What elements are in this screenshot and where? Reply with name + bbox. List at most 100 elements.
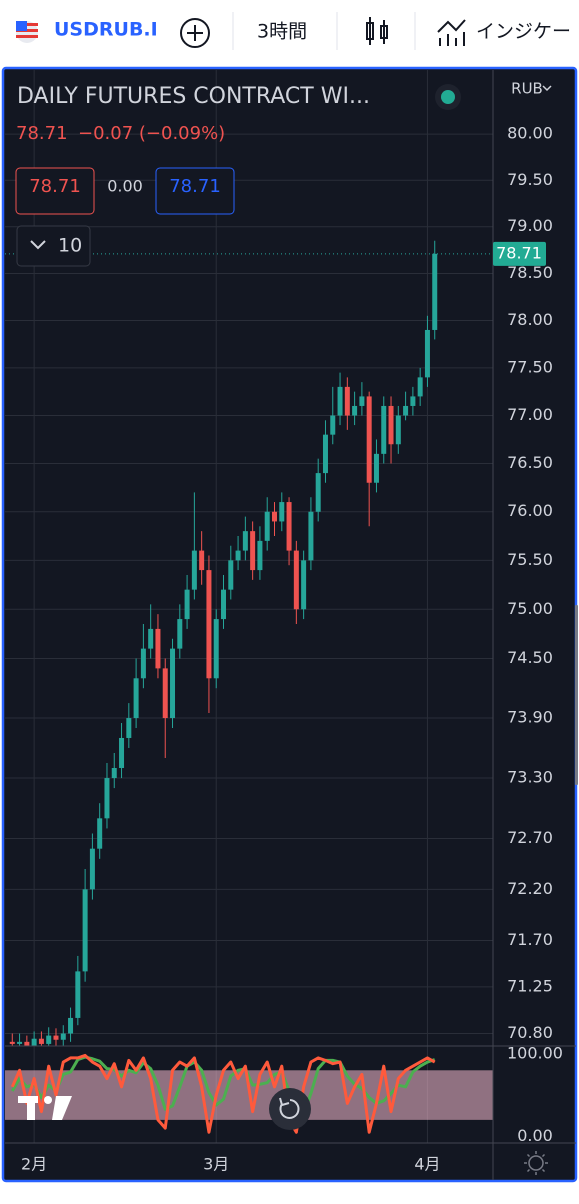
last-price: 78.71 — [16, 123, 68, 144]
candle-body — [162, 668, 168, 719]
chart-title: DAILY FUTURES CONTRACT WI... — [17, 84, 370, 109]
sell-box[interactable] — [15, 167, 95, 215]
candle-body — [308, 511, 314, 561]
candle-body — [286, 502, 292, 551]
candle-body — [68, 1017, 74, 1034]
indicators[interactable]: インジケー — [476, 21, 571, 43]
candle-body — [279, 502, 285, 522]
x-tick-label: 3月 — [203, 1155, 229, 1174]
osc-tick-label: 0.00 — [517, 1126, 553, 1145]
candle-body — [344, 386, 350, 416]
candle-body — [170, 648, 176, 719]
y-tick-label: 78.00 — [507, 310, 553, 329]
scrollbar — [575, 605, 578, 785]
candle-body — [293, 550, 299, 610]
candle-body — [373, 453, 379, 483]
price-change: −0.07 (−0.09%) — [78, 123, 225, 144]
candle-body — [242, 531, 248, 551]
price-plot — [5, 240, 493, 1046]
candle-body — [82, 889, 88, 972]
candle-body — [184, 589, 190, 620]
candle-body — [97, 818, 103, 849]
bid[interactable]: 78.71 — [29, 176, 81, 197]
buy-box[interactable] — [155, 167, 235, 215]
candle-body — [17, 1041, 23, 1044]
candle-body — [119, 737, 125, 769]
candle-body — [301, 560, 307, 610]
y-tick-label: 74.50 — [507, 648, 553, 667]
candle-body — [403, 405, 409, 416]
candle-body — [148, 628, 154, 649]
oscillator-line — [10, 1053, 436, 1134]
candle-body — [381, 405, 387, 454]
candle-body — [315, 473, 321, 512]
candle-body — [111, 768, 117, 779]
candle-body — [271, 511, 277, 522]
collapse-caret — [30, 240, 46, 250]
x-tick-label: 4月 — [414, 1155, 440, 1174]
candle-body — [155, 628, 161, 669]
candle-body — [250, 531, 256, 571]
candle-body — [424, 329, 430, 378]
interval[interactable]: 3時間 — [257, 21, 307, 43]
candle-body — [140, 648, 146, 679]
candle-body — [352, 405, 358, 416]
axes: 80.00 79.50 79.00 78.50 78.00 77.50 77.00 76.50… — [5, 70, 576, 1180]
symbol[interactable]: USDRUB.I — [54, 19, 158, 41]
candle-body — [46, 1035, 52, 1044]
candle-body — [38, 1038, 44, 1044]
candle-body — [9, 1041, 15, 1044]
indicator-icon[interactable] — [437, 19, 466, 46]
candle-body — [133, 678, 139, 719]
reset-button[interactable] — [269, 1088, 311, 1130]
candle-body — [213, 619, 219, 679]
candle-body — [126, 718, 132, 738]
y-tick-label: 72.20 — [507, 879, 553, 898]
last-price-tag-label: 78.71 — [496, 243, 542, 262]
candle-body — [322, 434, 328, 474]
y-tick-label: 80.00 — [507, 124, 553, 143]
candle-body — [177, 619, 183, 649]
candle-body — [337, 386, 343, 416]
flag-icon — [16, 21, 38, 43]
candle-body — [388, 405, 394, 445]
y-tick-label: 71.25 — [507, 976, 553, 995]
candle-body — [24, 1041, 30, 1046]
candle-body — [199, 550, 205, 571]
tv-logo — [18, 1096, 72, 1120]
candle-body — [417, 377, 423, 397]
y-tick-label: 75.50 — [507, 550, 553, 569]
collapse-button[interactable] — [16, 225, 91, 267]
candle-body — [395, 415, 401, 445]
add-button[interactable] — [180, 18, 210, 48]
candle-body — [366, 396, 372, 483]
candle-body — [53, 1035, 59, 1040]
last-price-tag — [493, 241, 546, 266]
y-tick-label: 77.00 — [507, 405, 553, 424]
currency[interactable]: RUB — [511, 80, 543, 98]
chart-type-button[interactable] — [366, 17, 388, 45]
y-tick-label: 72.70 — [507, 828, 553, 847]
spread: 0.00 — [107, 177, 143, 196]
candle-body — [75, 971, 81, 1018]
candle-body — [257, 540, 263, 571]
candle-body — [235, 550, 241, 561]
y-tick-label: 79.50 — [507, 170, 553, 189]
ask[interactable]: 78.71 — [169, 176, 221, 197]
y-tick-label: 75.00 — [507, 599, 553, 618]
currency-caret — [542, 85, 552, 92]
candle-body — [264, 511, 270, 541]
y-tick-label: 73.30 — [507, 768, 553, 787]
candle-body — [206, 570, 212, 679]
settings-button[interactable] — [524, 1151, 548, 1175]
candle-body — [410, 396, 416, 406]
candle-body — [359, 396, 365, 406]
y-tick-label: 70.80 — [507, 1023, 553, 1042]
status-dot — [441, 90, 455, 104]
candle-body — [31, 1038, 37, 1046]
toolbar — [0, 0, 579, 62]
y-tick-label: 79.00 — [507, 216, 553, 235]
y-tick-label: 76.50 — [507, 453, 553, 472]
collapsed-count[interactable]: 10 — [58, 235, 82, 257]
